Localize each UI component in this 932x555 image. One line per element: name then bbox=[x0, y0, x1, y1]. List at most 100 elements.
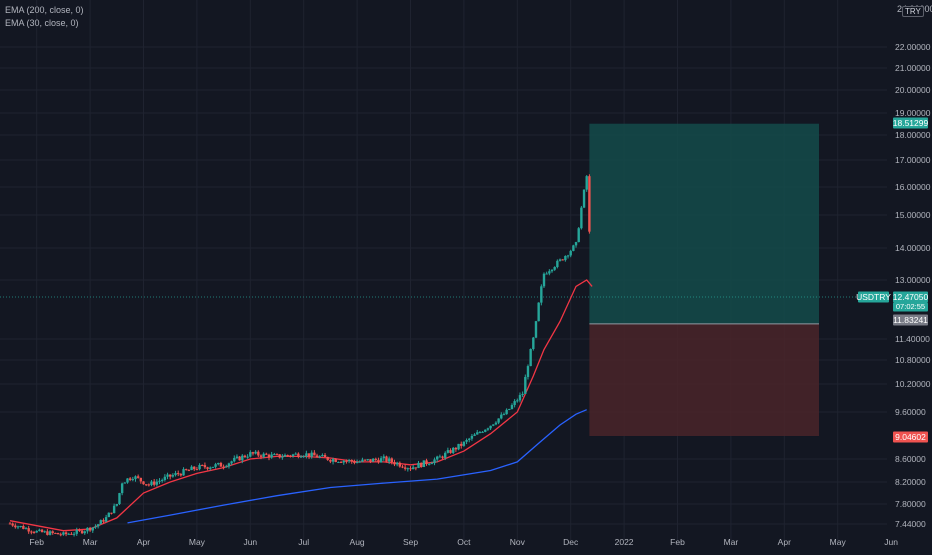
price-series bbox=[8, 174, 591, 537]
y-tick-label: 11.40000 bbox=[895, 334, 930, 344]
candle-body bbox=[158, 480, 161, 482]
x-tick-label: 2022 bbox=[615, 537, 634, 547]
candle-body bbox=[32, 531, 36, 533]
x-tick-label: Mar bbox=[83, 537, 98, 547]
candle-body bbox=[225, 466, 228, 468]
candle-body bbox=[580, 207, 583, 229]
candle-body bbox=[411, 467, 415, 470]
candle-body bbox=[353, 461, 356, 464]
candle-body bbox=[577, 228, 580, 243]
candle-body bbox=[201, 464, 204, 466]
candle-body bbox=[345, 460, 348, 462]
candle-body bbox=[468, 438, 471, 441]
x-tick-label: Aug bbox=[350, 537, 365, 547]
candle-body bbox=[185, 469, 188, 471]
candle-body bbox=[366, 459, 369, 461]
candle-body bbox=[262, 453, 265, 457]
candle-body bbox=[446, 450, 450, 453]
candle-body bbox=[294, 453, 297, 455]
x-tick-label: Apr bbox=[137, 537, 150, 547]
candle-body bbox=[246, 456, 249, 458]
candle-body bbox=[169, 474, 172, 477]
candle-body bbox=[59, 534, 62, 536]
candle-body bbox=[265, 453, 268, 455]
candle-body bbox=[70, 533, 73, 535]
candle-body bbox=[297, 453, 300, 458]
candle-body bbox=[142, 481, 145, 485]
candle-body bbox=[310, 452, 313, 457]
candle-body bbox=[99, 520, 102, 525]
candle-body bbox=[500, 414, 503, 419]
candle-body bbox=[27, 528, 30, 532]
ema-lines bbox=[9, 279, 593, 532]
candle-body bbox=[249, 452, 252, 457]
candle-body bbox=[460, 443, 463, 446]
candle-body bbox=[550, 269, 554, 272]
candle-body bbox=[385, 456, 388, 462]
candle-body bbox=[361, 459, 364, 462]
candle-body bbox=[329, 459, 332, 462]
candle-body bbox=[427, 463, 431, 465]
candle-body bbox=[128, 478, 132, 480]
candle-body bbox=[91, 527, 94, 531]
candle-body bbox=[67, 533, 70, 535]
price-tag-bg bbox=[893, 302, 928, 312]
legend-ema200[interactable]: EMA (200, close, 0) bbox=[5, 5, 84, 15]
candle-body bbox=[251, 452, 255, 454]
currency-badge[interactable]: TRY bbox=[902, 6, 924, 17]
candle-body bbox=[553, 267, 556, 270]
candle-body bbox=[542, 273, 546, 287]
candle-body bbox=[417, 462, 420, 469]
candle-body bbox=[238, 456, 241, 461]
x-tick-label: Jun bbox=[243, 537, 257, 547]
candle-body bbox=[347, 459, 351, 461]
candle-body bbox=[441, 456, 444, 458]
candle-body bbox=[270, 454, 273, 458]
candle-body bbox=[283, 454, 287, 457]
position-zones[interactable] bbox=[0, 123, 887, 437]
x-tick-label: Nov bbox=[510, 537, 526, 547]
candle-body bbox=[526, 366, 530, 377]
candle-body bbox=[556, 260, 559, 268]
candle-body bbox=[243, 455, 247, 458]
candle-body bbox=[174, 473, 177, 476]
candle-body bbox=[588, 176, 591, 232]
candle-body bbox=[110, 512, 113, 514]
loss-zone[interactable] bbox=[589, 323, 820, 437]
candle-body bbox=[219, 462, 223, 467]
candle-body bbox=[8, 523, 12, 525]
candle-body bbox=[558, 259, 562, 261]
x-tick-label: Oct bbox=[457, 537, 471, 547]
candle-body bbox=[508, 408, 511, 410]
candle-body bbox=[371, 458, 375, 462]
indicator-legend[interactable]: EMA (200, close, 0) EMA (30, close, 0) bbox=[5, 4, 84, 30]
y-tick-label: 18.00000 bbox=[895, 130, 931, 140]
candle-body bbox=[241, 455, 244, 461]
y-tick-label: 10.80000 bbox=[895, 355, 931, 365]
y-tick-label: 22.00000 bbox=[895, 42, 931, 52]
candle-body bbox=[419, 462, 423, 468]
candle-body bbox=[166, 474, 169, 477]
profit-zone[interactable] bbox=[589, 123, 820, 324]
candle-body bbox=[118, 493, 121, 505]
candle-body bbox=[537, 302, 540, 322]
candle-body bbox=[43, 531, 46, 533]
legend-ema30[interactable]: EMA (30, close, 0) bbox=[5, 18, 79, 28]
candle-body bbox=[355, 462, 359, 464]
candle-body bbox=[75, 529, 78, 534]
candle-body bbox=[561, 259, 564, 261]
candle-body bbox=[150, 481, 153, 486]
candle-body bbox=[337, 461, 340, 463]
candle-body bbox=[548, 271, 551, 274]
candle-body bbox=[115, 504, 118, 506]
candle-body bbox=[409, 468, 412, 470]
candle-body bbox=[342, 460, 345, 463]
candle-body bbox=[291, 454, 295, 457]
candle-body bbox=[136, 476, 140, 478]
y-tick-label: 13.00000 bbox=[895, 275, 931, 285]
candle-body bbox=[377, 459, 380, 463]
candle-body bbox=[470, 435, 474, 439]
candle-body bbox=[513, 401, 516, 406]
